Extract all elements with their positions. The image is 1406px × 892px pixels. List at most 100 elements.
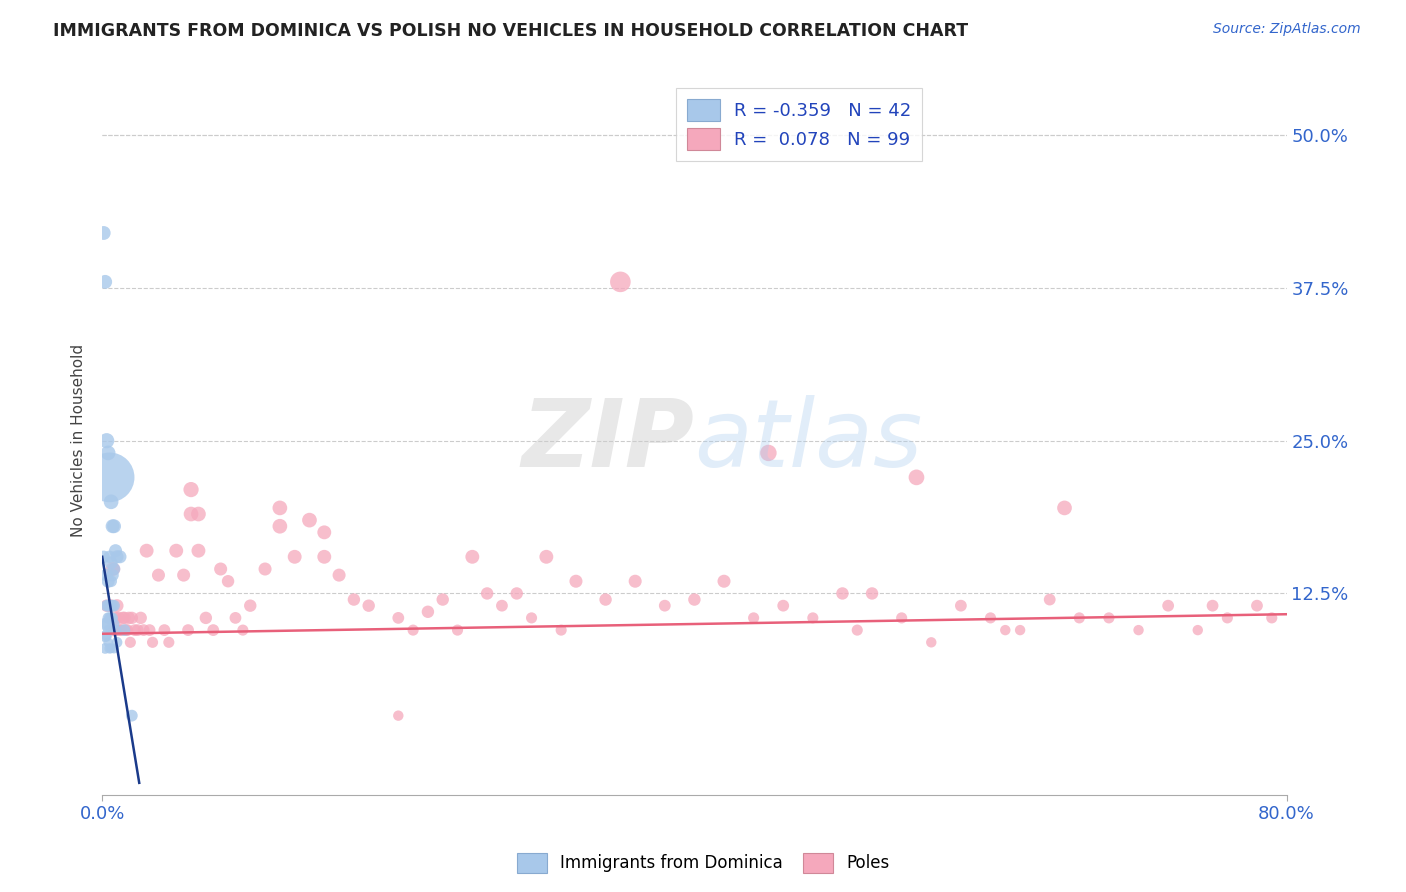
Point — [269, 519, 291, 533]
Point — [194, 611, 217, 625]
Point — [98, 611, 121, 625]
Point — [98, 641, 121, 656]
Point — [98, 599, 121, 613]
Point — [98, 599, 121, 613]
Text: Source: ZipAtlas.com: Source: ZipAtlas.com — [1213, 22, 1361, 37]
Point — [100, 599, 122, 613]
Point — [1246, 599, 1268, 613]
Point — [96, 599, 118, 613]
Point — [387, 708, 409, 723]
Point — [177, 623, 200, 637]
Point — [920, 635, 942, 649]
Point — [148, 568, 170, 582]
Point — [100, 611, 122, 625]
Point — [254, 562, 277, 576]
Point — [96, 599, 118, 613]
Point — [446, 623, 468, 637]
Point — [94, 641, 117, 656]
Point — [831, 586, 853, 600]
Point — [860, 586, 883, 600]
Point — [97, 623, 120, 637]
Point — [96, 629, 118, 643]
Point — [1261, 611, 1284, 625]
Point — [506, 586, 529, 600]
Point — [100, 599, 122, 613]
Text: ZIP: ZIP — [522, 395, 695, 487]
Point — [103, 599, 125, 613]
Point — [1039, 592, 1062, 607]
Point — [115, 623, 138, 637]
Point — [224, 611, 246, 625]
Point — [132, 623, 155, 637]
Point — [105, 635, 128, 649]
Point — [118, 611, 141, 625]
Point — [1128, 623, 1150, 637]
Point — [97, 446, 120, 460]
Point — [298, 513, 321, 527]
Point — [97, 635, 120, 649]
Point — [121, 611, 143, 625]
Point — [402, 623, 425, 637]
Point — [100, 556, 122, 570]
Point — [1201, 599, 1223, 613]
Point — [949, 599, 972, 613]
Point — [117, 623, 139, 637]
Point — [491, 599, 513, 613]
Point — [520, 611, 543, 625]
Point — [624, 574, 647, 589]
Point — [432, 592, 454, 607]
Point — [94, 629, 117, 643]
Point — [101, 611, 124, 625]
Point — [994, 623, 1017, 637]
Point — [138, 623, 160, 637]
Point — [96, 568, 118, 582]
Point — [890, 611, 912, 625]
Point — [357, 599, 380, 613]
Point — [565, 574, 588, 589]
Point — [654, 599, 676, 613]
Point — [105, 623, 128, 637]
Point — [343, 592, 366, 607]
Point — [100, 623, 122, 637]
Point — [180, 483, 202, 497]
Point — [217, 574, 239, 589]
Point — [101, 519, 124, 533]
Point — [100, 574, 122, 589]
Text: IMMIGRANTS FROM DOMINICA VS POLISH NO VEHICLES IN HOUSEHOLD CORRELATION CHART: IMMIGRANTS FROM DOMINICA VS POLISH NO VE… — [53, 22, 969, 40]
Point — [232, 623, 254, 637]
Point — [475, 586, 498, 600]
Point — [1187, 623, 1209, 637]
Point — [127, 623, 149, 637]
Point — [1098, 611, 1121, 625]
Point — [314, 549, 336, 564]
Point — [314, 525, 336, 540]
Point — [609, 275, 631, 289]
Point — [758, 446, 780, 460]
Point — [111, 611, 134, 625]
Point — [173, 568, 195, 582]
Point — [979, 611, 1001, 625]
Point — [112, 611, 135, 625]
Point — [105, 549, 128, 564]
Point — [153, 623, 176, 637]
Point — [101, 562, 124, 576]
Point — [202, 623, 225, 637]
Point — [110, 623, 132, 637]
Point — [103, 519, 125, 533]
Point — [104, 543, 127, 558]
Point — [239, 599, 262, 613]
Point — [1010, 623, 1032, 637]
Point — [108, 623, 131, 637]
Point — [328, 568, 350, 582]
Y-axis label: No Vehicles in Household: No Vehicles in Household — [72, 344, 86, 537]
Point — [101, 599, 124, 613]
Point — [157, 635, 180, 649]
Point — [461, 549, 484, 564]
Point — [97, 599, 120, 613]
Point — [129, 611, 152, 625]
Point — [550, 623, 572, 637]
Point — [284, 549, 307, 564]
Point — [98, 470, 121, 484]
Point — [536, 549, 558, 564]
Point — [103, 623, 125, 637]
